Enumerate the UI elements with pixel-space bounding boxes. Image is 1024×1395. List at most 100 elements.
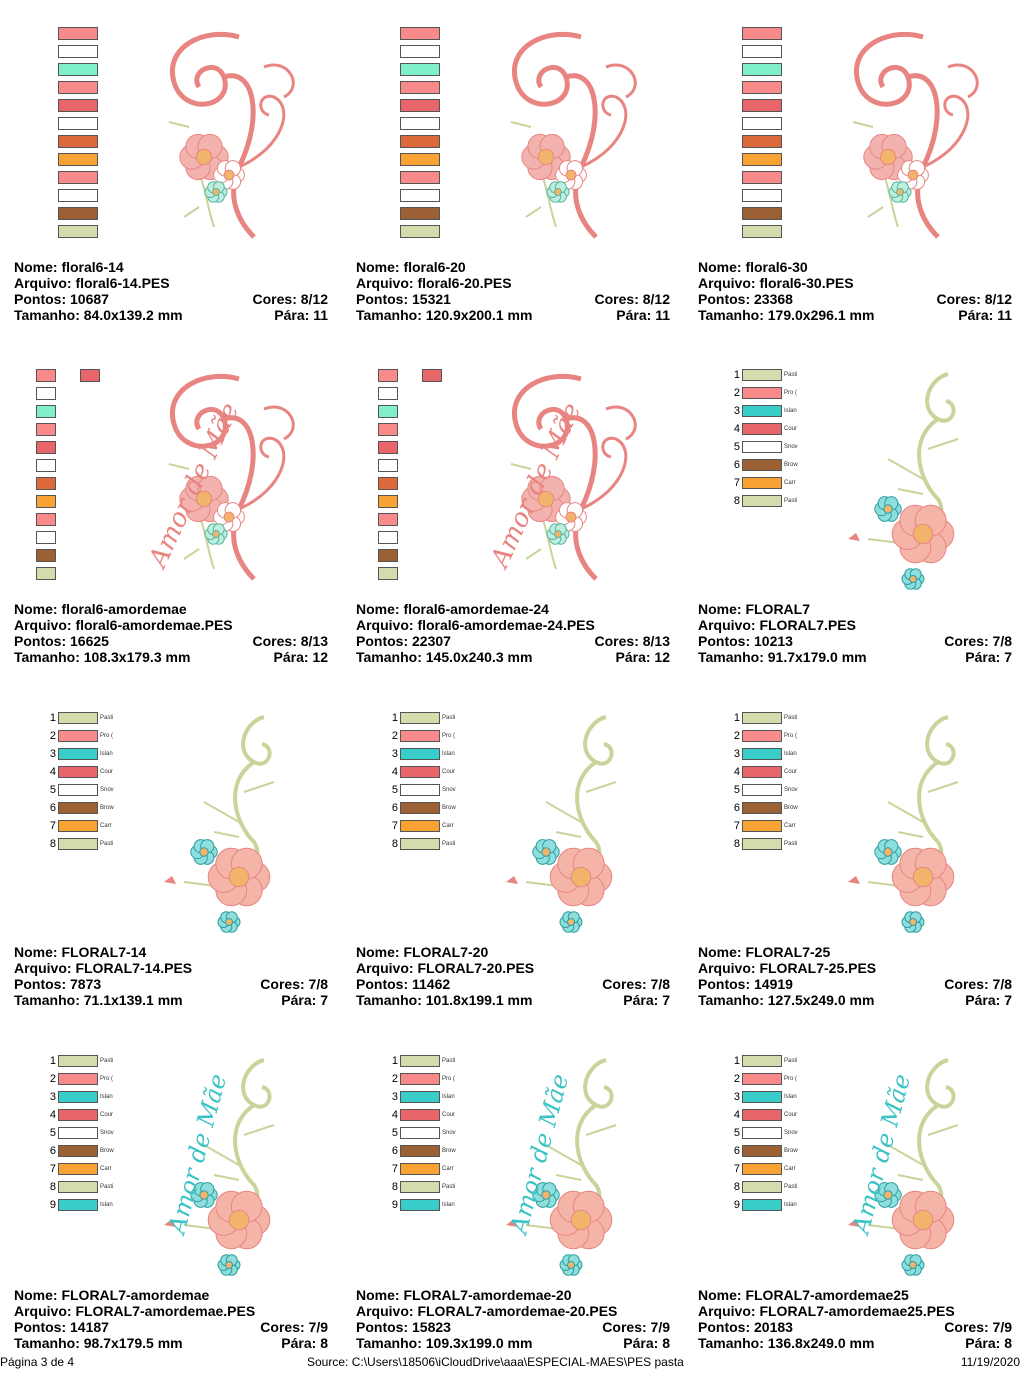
thread-swatch bbox=[742, 784, 782, 796]
thread-number: 9 bbox=[49, 1199, 56, 1211]
design-colors-label: Cores: bbox=[602, 976, 651, 992]
design-name: Nome: FLORAL7-amordemae bbox=[14, 1287, 328, 1303]
thread-number: 7 bbox=[49, 820, 56, 832]
thread-swatch bbox=[400, 1199, 440, 1211]
thread-swatch bbox=[742, 423, 782, 435]
design-colors-value: 7/8 bbox=[992, 976, 1012, 992]
design-name-label: Nome: bbox=[698, 259, 746, 275]
design-stops-value: 8 bbox=[320, 1335, 328, 1351]
embroidery-preview: Amor de Mãe bbox=[162, 1058, 275, 1276]
design-size-value: 71.1x139.1 mm bbox=[83, 992, 183, 1008]
thread-number: 4 bbox=[733, 766, 740, 778]
thread-swatch bbox=[36, 405, 56, 418]
design-colors-value: 7/9 bbox=[650, 1319, 670, 1335]
design-name-value: floral6-amordemae-24 bbox=[403, 601, 549, 617]
thread-number: 8 bbox=[49, 838, 56, 850]
thread-name: Carr bbox=[100, 1166, 112, 1172]
design-points-value: 14919 bbox=[754, 976, 793, 992]
leaf-stem bbox=[867, 1124, 959, 1231]
design-points: Pontos: 15823 Cores: 7/9 bbox=[356, 1319, 670, 1335]
design-points: Pontos: 23368 Cores: 8/12 bbox=[698, 291, 1012, 307]
thread-name: Cour bbox=[442, 769, 456, 775]
leaf-stem bbox=[525, 1124, 617, 1231]
design-file-label: Arquivo: bbox=[356, 617, 418, 633]
thread-swatch bbox=[742, 838, 782, 850]
flower-cluster bbox=[532, 839, 613, 933]
design-points-value: 15823 bbox=[412, 1319, 451, 1335]
thread-number: 4 bbox=[391, 766, 398, 778]
embroidery-preview bbox=[168, 31, 295, 239]
design-size: Tamanho: 109.3x199.0 mm Pára: 8 bbox=[356, 1335, 670, 1351]
thread-swatch bbox=[742, 1163, 782, 1175]
design-size-value: 145.0x240.3 mm bbox=[425, 649, 533, 665]
thread-swatch bbox=[742, 387, 782, 399]
design-points-value: 14187 bbox=[70, 1319, 109, 1335]
design-file: Arquivo: floral6-14.PES bbox=[14, 275, 328, 291]
thread-swatch bbox=[400, 135, 440, 148]
flower-cluster bbox=[521, 133, 587, 203]
thread-name: Islan bbox=[784, 1094, 797, 1100]
design-size: Tamanho: 179.0x296.1 mm Pára: 11 bbox=[698, 307, 1012, 323]
design-info: Nome: floral6-14 Arquivo: floral6-14.PES P… bbox=[14, 259, 328, 323]
thread-swatch bbox=[378, 405, 398, 418]
thread-name: Snov bbox=[100, 787, 114, 793]
design-stops: Pára: 7 bbox=[281, 992, 328, 1008]
thread-number: 3 bbox=[391, 748, 398, 760]
thread-swatch bbox=[742, 459, 782, 471]
thread-swatch bbox=[400, 81, 440, 94]
design-card: Amor de Mãe Nome: floral6-amordemae-24 Arq… bbox=[356, 369, 696, 709]
thread-swatch bbox=[742, 1109, 782, 1121]
design-info: Nome: FLORAL7-amordemae Arquivo: FLORAL7-… bbox=[14, 1287, 328, 1351]
design-file-label: Arquivo: bbox=[14, 617, 76, 633]
thread-name: Cour bbox=[784, 769, 798, 775]
thread-number: 7 bbox=[733, 820, 740, 832]
thread-number: 6 bbox=[733, 802, 740, 814]
thread-number: 3 bbox=[733, 1091, 740, 1103]
design-stops-label: Pára: bbox=[281, 992, 321, 1008]
design-stops-value: 12 bbox=[654, 649, 670, 665]
scroll-ornament bbox=[917, 372, 956, 531]
thread-swatch bbox=[58, 748, 98, 760]
design-file: Arquivo: floral6-30.PES bbox=[698, 275, 1012, 291]
design-file-label: Arquivo: bbox=[14, 275, 76, 291]
design-size-value: 101.8x199.1 mm bbox=[425, 992, 533, 1008]
design-points-value: 20183 bbox=[754, 1319, 793, 1335]
thread-name: Cour bbox=[100, 769, 114, 775]
design-size: Tamanho: 127.5x249.0 mm Pára: 7 bbox=[698, 992, 1012, 1008]
design-name-label: Nome: bbox=[698, 944, 746, 960]
thread-swatch bbox=[742, 495, 782, 507]
thread-swatch bbox=[400, 99, 440, 112]
design-name: Nome: floral6-amordemae-24 bbox=[356, 601, 670, 617]
thread-name: Cour bbox=[442, 1112, 456, 1118]
thread-number: 6 bbox=[49, 1145, 56, 1157]
thread-swatch bbox=[742, 730, 782, 742]
thread-number: 7 bbox=[391, 1163, 398, 1175]
design-size-label: Tamanho: bbox=[14, 307, 84, 323]
thread-name: Pasti bbox=[442, 1184, 456, 1190]
thread-name: Pasti bbox=[100, 841, 114, 847]
design-points-label: Pontos: bbox=[698, 976, 754, 992]
design-info: Nome: floral6-20 Arquivo: floral6-20.PES P… bbox=[356, 259, 670, 323]
thread-number: 3 bbox=[733, 405, 740, 417]
design-file-label: Arquivo: bbox=[14, 960, 76, 976]
thread-name: Islan bbox=[442, 1202, 455, 1208]
thread-swatch bbox=[400, 1055, 440, 1067]
thread-name: Pasti bbox=[100, 715, 114, 721]
thread-swatch bbox=[36, 567, 56, 580]
design-size: Tamanho: 120.9x200.1 mm Pára: 11 bbox=[356, 307, 670, 323]
thread-number: 3 bbox=[391, 1091, 398, 1103]
design-name-value: FLORAL7-25 bbox=[745, 944, 831, 960]
embroidery-preview: Amor de Mãe bbox=[486, 373, 637, 581]
thread-swatch bbox=[742, 405, 782, 417]
thread-name: Pro ( bbox=[784, 390, 798, 396]
thread-name: Brow bbox=[100, 1148, 114, 1154]
design-stops: Pára: 11 bbox=[958, 307, 1012, 323]
thread-swatch bbox=[58, 802, 98, 814]
thread-swatch bbox=[400, 838, 440, 850]
design-file-label: Arquivo: bbox=[356, 1303, 418, 1319]
thread-swatch bbox=[400, 1073, 440, 1085]
thread-number: 2 bbox=[391, 1073, 398, 1085]
thread-swatch bbox=[58, 1145, 98, 1157]
design-card: 1 Pasti 2 Pro (3 Islan 4 Cour 5 Snov 6 Brow 7 Carr 8 P… bbox=[356, 1055, 696, 1395]
thread-swatch bbox=[400, 820, 440, 832]
